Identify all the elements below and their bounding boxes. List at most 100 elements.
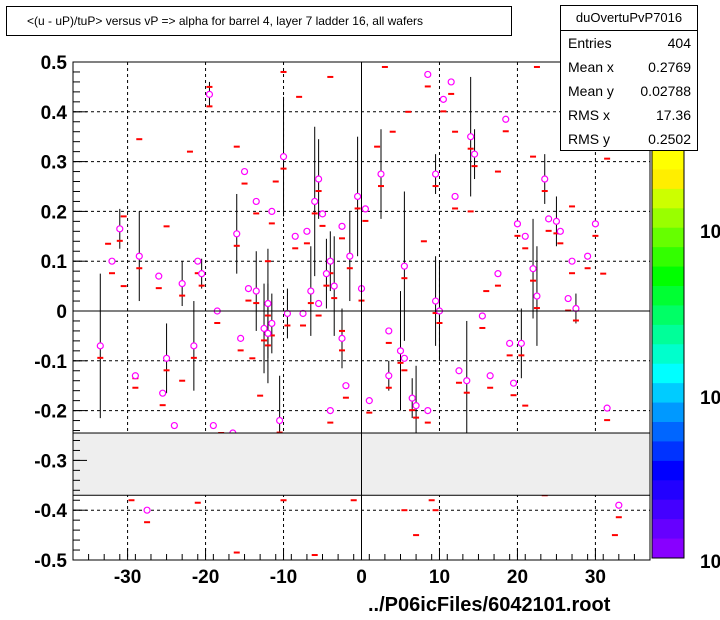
stats-row-entries: Entries 404 bbox=[561, 31, 697, 55]
y-tick-label: -0.2 bbox=[34, 402, 67, 423]
profile-point bbox=[178, 280, 186, 288]
profile-point bbox=[509, 379, 518, 387]
profile-point bbox=[279, 153, 288, 161]
profile-point bbox=[326, 407, 334, 415]
x-tick-label: 20 bbox=[507, 567, 528, 588]
palette-label: 10 bbox=[700, 552, 720, 573]
profile-points bbox=[96, 70, 623, 514]
profile-point bbox=[361, 205, 369, 213]
palette-swatch bbox=[652, 324, 684, 345]
stats-value: 0.2502 bbox=[648, 131, 691, 147]
profile-point bbox=[237, 334, 245, 342]
error-bars bbox=[99, 76, 577, 466]
profile-point bbox=[252, 287, 260, 295]
stats-value: 0.02788 bbox=[640, 83, 691, 99]
profile-point bbox=[162, 354, 171, 362]
palette-swatch bbox=[652, 441, 684, 462]
profile-point bbox=[533, 292, 541, 300]
y-tick-label: -0.4 bbox=[34, 501, 67, 522]
axes bbox=[72, 61, 651, 561]
profile-point bbox=[451, 192, 459, 201]
palette-label: 10 bbox=[700, 222, 720, 243]
palette-swatch bbox=[652, 169, 684, 190]
profile-point bbox=[307, 287, 315, 295]
y-tick-label: 0.1 bbox=[41, 252, 68, 273]
profile-point bbox=[478, 312, 486, 320]
profile-point bbox=[283, 309, 292, 318]
profile-point bbox=[385, 372, 393, 380]
profile-point bbox=[506, 339, 514, 347]
profile-point bbox=[400, 354, 408, 362]
profile-point bbox=[330, 282, 338, 290]
profile-point bbox=[591, 220, 600, 228]
profile-point bbox=[342, 382, 350, 390]
profile-point bbox=[131, 372, 139, 380]
profile-point bbox=[244, 284, 253, 293]
profile-point bbox=[338, 334, 346, 342]
palette-swatch bbox=[652, 247, 684, 268]
profile-point bbox=[408, 394, 416, 402]
profile-point bbox=[299, 309, 307, 318]
palette-swatch bbox=[652, 266, 684, 287]
profile-point bbox=[396, 347, 405, 355]
profile-point bbox=[194, 257, 202, 265]
profile-point bbox=[377, 170, 385, 178]
profile-point bbox=[354, 192, 362, 201]
profile-point bbox=[205, 90, 214, 98]
profile-point bbox=[315, 299, 323, 308]
profile-point bbox=[424, 407, 432, 415]
palette-swatch bbox=[652, 538, 684, 559]
color-palette bbox=[651, 149, 685, 559]
stats-box: duOvertuPvP7016 Entries 404 Mean x 0.276… bbox=[560, 5, 698, 151]
palette-swatch bbox=[652, 519, 684, 540]
profile-point bbox=[264, 329, 272, 338]
file-label: ../P06icFiles/6042101.root bbox=[368, 594, 611, 616]
x-tick-labels: -30 -20 -10 0 10 20 30 bbox=[114, 567, 606, 588]
profile-point bbox=[264, 299, 272, 308]
palette-label: 10 bbox=[700, 388, 720, 409]
y-tick-label: 0.4 bbox=[41, 103, 68, 124]
y-tick-label: 0.3 bbox=[41, 153, 67, 174]
profile-point bbox=[431, 297, 440, 305]
palette-swatch bbox=[652, 499, 684, 520]
plot-title-box: <(u - uP)/tuP> versus vP => alpha for ba… bbox=[6, 6, 512, 36]
profile-point bbox=[529, 265, 537, 273]
profile-point bbox=[521, 232, 529, 240]
profile-point bbox=[311, 197, 319, 206]
palette-swatch bbox=[652, 363, 684, 384]
profile-point bbox=[470, 150, 479, 158]
profile-point bbox=[143, 506, 151, 514]
palette-swatch bbox=[652, 422, 684, 442]
profile-point bbox=[338, 222, 346, 230]
profile-point bbox=[190, 342, 198, 350]
profile-point bbox=[603, 404, 611, 412]
profile-point bbox=[584, 252, 592, 260]
profile-point bbox=[439, 95, 447, 103]
profile-point bbox=[552, 217, 561, 225]
stats-value: 17.36 bbox=[655, 107, 691, 123]
profile-point bbox=[326, 257, 334, 265]
profile-point bbox=[268, 319, 276, 328]
profile-point bbox=[291, 232, 299, 240]
palette-swatch bbox=[652, 208, 684, 229]
profile-point bbox=[318, 210, 327, 218]
y-tick-labels: -0.5 -0.4 -0.3 -0.2 -0.1 0 0.1 0.2 0.3 0.4 0.5 bbox=[34, 53, 67, 572]
y-tick-label: 0.2 bbox=[41, 202, 67, 223]
palette-swatch bbox=[652, 344, 684, 365]
profile-point bbox=[568, 257, 576, 265]
profile-point bbox=[447, 78, 455, 86]
x-tick-label: -20 bbox=[192, 567, 219, 588]
profile-point bbox=[564, 294, 572, 303]
stats-key: Mean y bbox=[568, 83, 614, 99]
profile-point bbox=[252, 197, 260, 206]
profile-point bbox=[400, 262, 408, 270]
profile-point bbox=[424, 70, 432, 79]
palette-swatch bbox=[652, 460, 684, 481]
stats-row-mean-y: Mean y 0.02788 bbox=[561, 79, 697, 103]
profile-point bbox=[556, 227, 564, 235]
profile-point bbox=[615, 501, 623, 509]
profile-point bbox=[545, 215, 553, 223]
profile-point bbox=[572, 304, 580, 313]
profile-point bbox=[240, 167, 249, 176]
